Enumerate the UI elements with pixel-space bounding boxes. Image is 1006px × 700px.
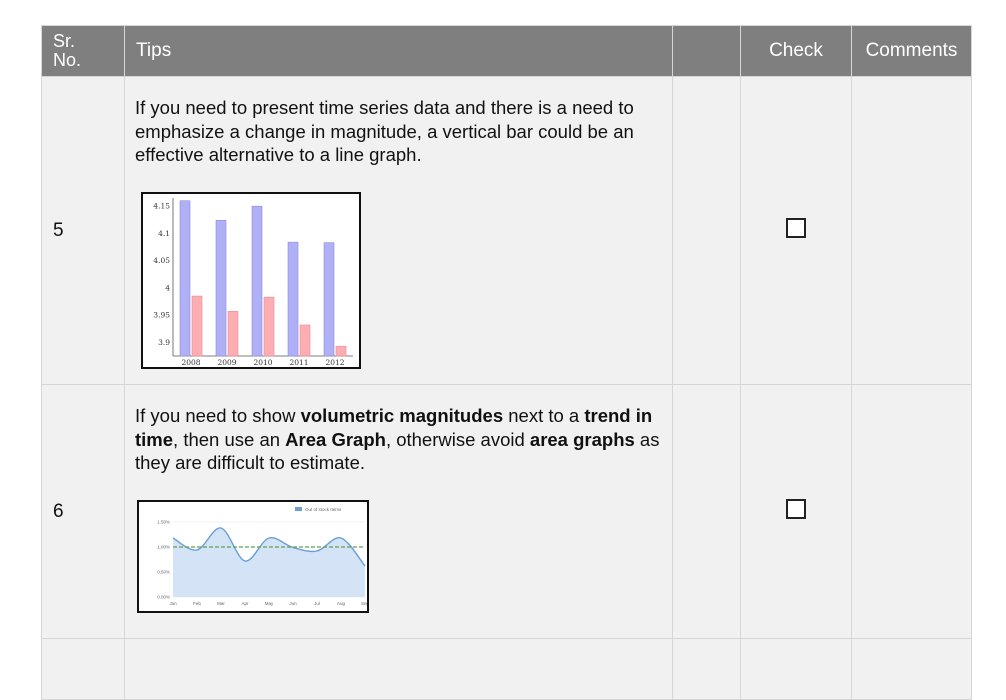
x-tick-label: Jan (169, 601, 177, 606)
y-tick-label: 1.50% (157, 519, 170, 524)
x-tick-label: 2012 (325, 358, 344, 367)
row-number: 5 (41, 76, 125, 385)
tip-cell: If you need to show volumetric magnitude… (124, 384, 673, 639)
table-row-partial (41, 638, 972, 700)
legend-swatch (295, 506, 302, 511)
tip-text-part: If you need to show (135, 405, 301, 426)
bar-series-2-2010 (263, 296, 275, 356)
check-cell (740, 76, 852, 385)
header-tips: Tips (124, 25, 673, 77)
bar-series-2-2009 (227, 310, 239, 356)
tip-text-part: , otherwise avoid (385, 428, 530, 450)
header-check: Check (740, 25, 852, 77)
bar-series-2-2008 (191, 295, 203, 356)
y-tick-label: 4 (165, 283, 170, 292)
y-tick-label: 1.00% (157, 544, 170, 549)
header-sr-no: Sr. No. (41, 25, 125, 77)
legend-label: Out of stock Items (305, 507, 342, 512)
x-tick-label: Apr (241, 601, 249, 606)
tip-text-bold: trend in time (135, 405, 653, 450)
y-tick-label: 4.1 (158, 228, 170, 237)
header-sr-no-line2: No. (53, 50, 82, 70)
x-tick-label: 2008 (181, 358, 200, 367)
tip-cell (124, 638, 673, 700)
tip-cell: If you need to present time series data … (124, 76, 673, 385)
bar-series-1-2009 (215, 219, 227, 356)
x-tick-label: 2009 (217, 358, 236, 367)
tip-text-part: , then use an (173, 428, 286, 450)
x-tick-label: 2010 (253, 358, 272, 367)
tip-text-bold: Area Graph (285, 428, 386, 450)
comments-cell[interactable] (851, 384, 972, 639)
x-tick-label: Jun (289, 601, 297, 606)
area-fill (173, 527, 365, 597)
tip-text-bold: area graphs (529, 428, 635, 450)
row-number (41, 638, 125, 700)
tip-text: If you need to present time series data … (135, 97, 634, 165)
tip-text-bold: volumetric magnitudes (300, 405, 504, 426)
blank-cell (672, 76, 741, 385)
header-sr-no-line1: Sr. (53, 31, 76, 51)
bar-series-1-2011 (287, 241, 299, 356)
x-tick-label: Aug (337, 601, 346, 606)
comments-cell[interactable] (851, 76, 972, 385)
comments-cell[interactable] (851, 638, 972, 700)
row-number: 6 (41, 384, 125, 639)
bar-chart-figure: 3.9 3.95 4 4.05 4.1 4.15 2008 2009 2010 2011 2012 (141, 191, 361, 369)
bar-series-1-2008 (179, 199, 191, 356)
bar-series-2-2011 (299, 324, 311, 356)
tip-text-part: next to a (503, 405, 585, 426)
bar-series-2-2012 (335, 345, 347, 356)
area-chart-figure: 0.00% 0.50% 1.00% 1.50% Jan Feb Mar Apr May Jun Ju… (137, 499, 369, 613)
y-tick-label: 4.05 (153, 256, 170, 265)
y-tick-label: 0.00% (157, 594, 170, 599)
x-tick-label: May (265, 601, 274, 606)
checkbox[interactable] (786, 499, 806, 519)
blank-cell (672, 384, 741, 639)
x-tick-label: Feb (193, 601, 201, 606)
bar-series-1-2012 (323, 241, 335, 356)
table-row: 6 If you need to show volumetric magnitu… (41, 384, 972, 639)
blank-cell (672, 638, 741, 700)
tips-table: Sr. No. Tips Check Comments 5 If you need… (41, 25, 972, 700)
tip-text-part: as they are difficult to estimate. (135, 428, 660, 474)
y-tick-label: 4.15 (153, 201, 170, 210)
y-tick-label: 3.95 (153, 310, 170, 319)
table-row: 5 If you need to present time series dat… (41, 76, 972, 385)
x-tick-label: 2011 (289, 358, 308, 367)
y-tick-label: 3.9 (158, 337, 170, 346)
x-tick-label: Sep (361, 601, 369, 606)
bar-series-1-2010 (251, 205, 263, 356)
x-tick-label: Mar (217, 601, 225, 606)
series-line (172, 526, 366, 566)
tip-text: If you need to show volumetric magnitude… (125, 385, 672, 475)
checkbox[interactable] (786, 218, 806, 238)
header-comments: Comments (851, 25, 972, 77)
header-row: Sr. No. Tips Check Comments (41, 25, 972, 77)
check-cell (740, 384, 852, 639)
check-cell (740, 638, 852, 700)
x-tick-label: Jul (314, 601, 320, 606)
y-tick-label: 0.50% (157, 569, 170, 574)
header-blank (672, 25, 741, 77)
